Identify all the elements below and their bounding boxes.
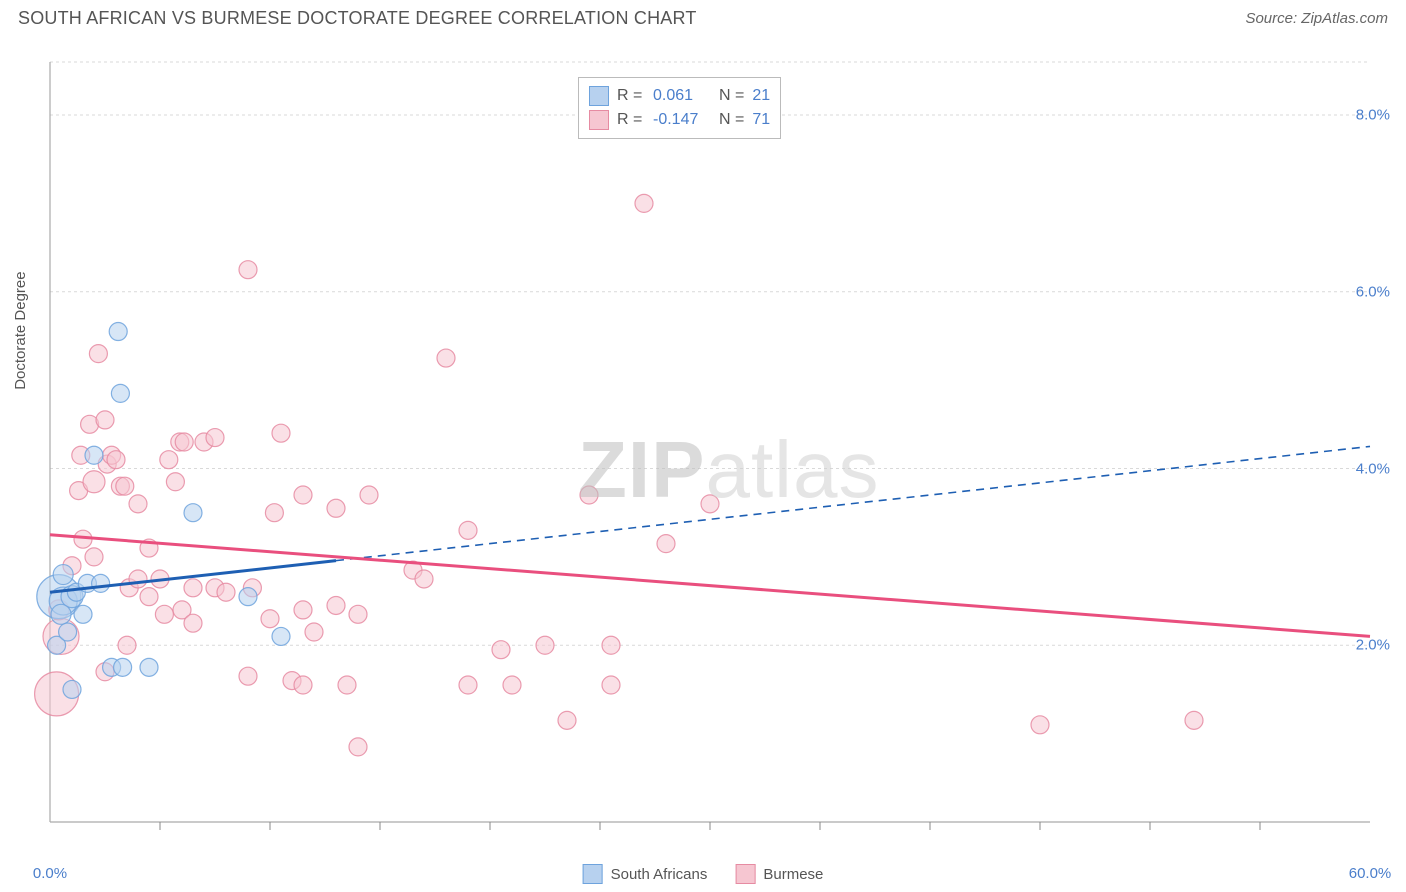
data-point xyxy=(74,605,92,623)
data-point xyxy=(294,486,312,504)
n-value: 21 xyxy=(752,84,770,108)
data-point xyxy=(116,477,134,495)
data-point xyxy=(184,614,202,632)
data-point xyxy=(107,451,125,469)
legend-label: Burmese xyxy=(763,866,823,883)
y-tick-label: 2.0% xyxy=(1356,637,1390,654)
data-point xyxy=(349,738,367,756)
data-point xyxy=(206,429,224,447)
data-point xyxy=(59,623,77,641)
data-point xyxy=(261,610,279,628)
y-tick-label: 6.0% xyxy=(1356,283,1390,300)
data-point xyxy=(217,583,235,601)
data-point xyxy=(51,604,71,624)
data-point xyxy=(492,641,510,659)
y-axis-label: Doctorate Degree xyxy=(12,271,29,389)
data-point xyxy=(602,636,620,654)
data-point xyxy=(129,495,147,513)
data-point xyxy=(272,627,290,645)
data-point xyxy=(305,623,323,641)
data-point xyxy=(338,676,356,694)
data-point xyxy=(239,667,257,685)
legend-swatch xyxy=(589,86,609,106)
data-point xyxy=(459,676,477,694)
correlation-row: R =-0.147N =71 xyxy=(589,108,770,132)
data-point xyxy=(85,446,103,464)
data-point xyxy=(1185,711,1203,729)
data-point xyxy=(239,261,257,279)
data-point xyxy=(114,658,132,676)
data-point xyxy=(657,535,675,553)
scatter-chart xyxy=(18,44,1388,854)
data-point xyxy=(118,636,136,654)
legend-swatch xyxy=(735,864,755,884)
data-point xyxy=(155,605,173,623)
data-point xyxy=(272,424,290,442)
data-point xyxy=(89,345,107,363)
data-point xyxy=(327,596,345,614)
chart-header: SOUTH AFRICAN VS BURMESE DOCTORATE DEGRE… xyxy=(0,0,1406,33)
chart-container: Doctorate Degree ZIPatlas R =0.061N =21R… xyxy=(18,44,1388,854)
data-point xyxy=(635,194,653,212)
data-point xyxy=(1031,716,1049,734)
data-point xyxy=(437,349,455,367)
data-point xyxy=(415,570,433,588)
r-value: 0.061 xyxy=(653,84,711,108)
data-point xyxy=(459,521,477,539)
data-point xyxy=(85,548,103,566)
legend-label: South Africans xyxy=(611,866,708,883)
trend-line-extrapolate xyxy=(336,446,1370,560)
data-point xyxy=(294,676,312,694)
data-point xyxy=(92,574,110,592)
series-legend: South Africans Burmese xyxy=(583,864,824,884)
data-point xyxy=(96,411,114,429)
data-point xyxy=(701,495,719,513)
x-tick-label: 60.0% xyxy=(1349,865,1392,882)
data-point xyxy=(53,565,73,585)
data-point xyxy=(558,711,576,729)
chart-source: Source: ZipAtlas.com xyxy=(1245,10,1388,27)
legend-item: Burmese xyxy=(735,864,823,884)
data-point xyxy=(109,323,127,341)
data-point xyxy=(129,570,147,588)
data-point xyxy=(602,676,620,694)
data-point xyxy=(360,486,378,504)
data-point xyxy=(294,601,312,619)
data-point xyxy=(503,676,521,694)
n-value: 71 xyxy=(752,108,770,132)
data-point xyxy=(580,486,598,504)
data-point xyxy=(184,504,202,522)
legend-swatch xyxy=(583,864,603,884)
data-point xyxy=(140,588,158,606)
legend-item: South Africans xyxy=(583,864,708,884)
data-point xyxy=(111,384,129,402)
data-point xyxy=(140,658,158,676)
y-tick-label: 4.0% xyxy=(1356,460,1390,477)
y-tick-label: 8.0% xyxy=(1356,107,1390,124)
data-point xyxy=(160,451,178,469)
data-point xyxy=(175,433,193,451)
correlation-row: R =0.061N =21 xyxy=(589,84,770,108)
legend-swatch xyxy=(589,110,609,130)
data-point xyxy=(327,499,345,517)
chart-title: SOUTH AFRICAN VS BURMESE DOCTORATE DEGRE… xyxy=(18,8,697,29)
data-point xyxy=(265,504,283,522)
data-point xyxy=(63,680,81,698)
r-value: -0.147 xyxy=(653,108,711,132)
correlation-legend: R =0.061N =21R =-0.147N =71 xyxy=(578,77,781,139)
x-tick-label: 0.0% xyxy=(33,865,67,882)
data-point xyxy=(536,636,554,654)
data-point xyxy=(239,588,257,606)
data-point xyxy=(166,473,184,491)
data-point xyxy=(349,605,367,623)
data-point xyxy=(184,579,202,597)
data-point xyxy=(83,471,105,493)
